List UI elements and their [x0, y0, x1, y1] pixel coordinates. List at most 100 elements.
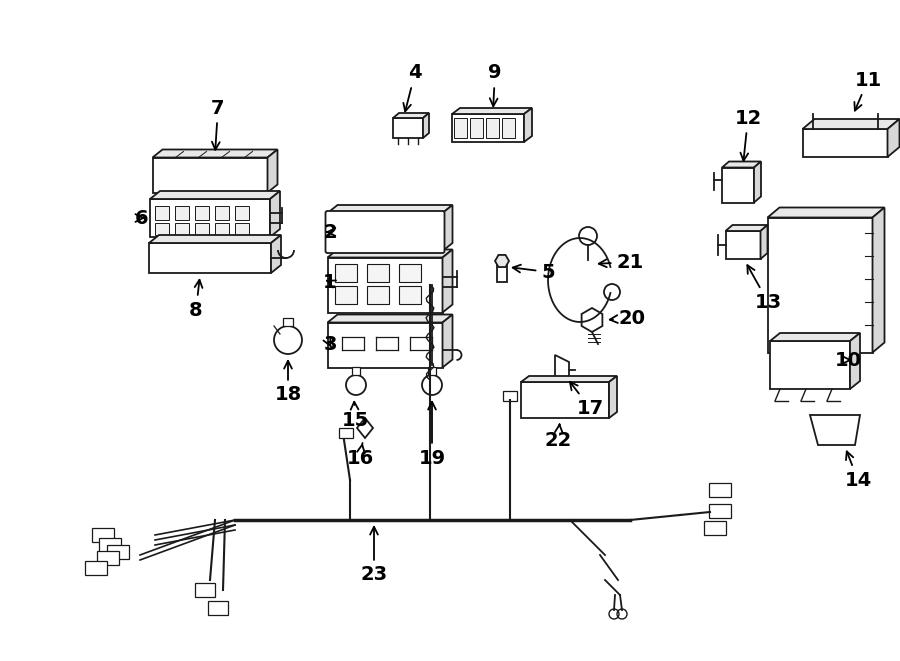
Bar	[235, 223, 249, 235]
Text: 14: 14	[844, 451, 871, 490]
Bar	[803, 129, 887, 157]
Bar	[393, 118, 423, 138]
Bar	[709, 504, 731, 518]
Bar	[768, 217, 872, 352]
Text: 1: 1	[323, 272, 337, 292]
Text: 8: 8	[189, 280, 202, 319]
Polygon shape	[152, 149, 277, 157]
Polygon shape	[328, 205, 453, 213]
Bar	[722, 167, 754, 202]
Bar	[339, 428, 353, 438]
Bar	[725, 231, 760, 259]
Polygon shape	[271, 235, 281, 273]
Bar	[335, 286, 356, 304]
Text: 10: 10	[834, 350, 861, 369]
Polygon shape	[495, 255, 509, 267]
Polygon shape	[443, 205, 453, 251]
Bar	[399, 264, 420, 282]
Polygon shape	[521, 376, 617, 382]
Bar	[150, 199, 270, 237]
Polygon shape	[887, 119, 899, 157]
Bar	[454, 118, 466, 138]
Bar	[452, 114, 524, 142]
Polygon shape	[423, 113, 429, 138]
Polygon shape	[581, 308, 602, 332]
Bar	[195, 583, 215, 597]
Bar	[328, 213, 443, 251]
Polygon shape	[768, 208, 885, 217]
Polygon shape	[149, 235, 281, 243]
FancyBboxPatch shape	[326, 211, 445, 253]
Bar	[149, 243, 271, 273]
Text: 17: 17	[570, 382, 604, 418]
Text: 18: 18	[274, 361, 302, 405]
Polygon shape	[872, 208, 885, 352]
Bar	[155, 223, 169, 235]
Polygon shape	[270, 191, 280, 237]
Polygon shape	[754, 161, 761, 202]
Bar	[208, 601, 228, 615]
Polygon shape	[725, 225, 768, 231]
Text: 20: 20	[610, 309, 645, 327]
Text: 16: 16	[346, 443, 374, 467]
Bar	[99, 538, 121, 552]
Bar	[521, 382, 609, 418]
Bar	[366, 286, 389, 304]
Polygon shape	[524, 108, 532, 142]
Text: 22: 22	[544, 424, 572, 449]
Polygon shape	[555, 355, 569, 380]
Text: 9: 9	[488, 63, 502, 106]
Polygon shape	[443, 249, 453, 313]
Polygon shape	[760, 225, 768, 259]
Bar	[215, 223, 229, 235]
Bar	[470, 118, 482, 138]
Bar	[328, 323, 443, 368]
Bar	[235, 206, 249, 220]
Bar	[283, 318, 293, 326]
Bar	[195, 206, 209, 220]
Text: 5: 5	[513, 262, 554, 282]
Polygon shape	[803, 119, 899, 129]
Polygon shape	[267, 149, 277, 192]
Bar	[428, 367, 436, 375]
Bar	[352, 367, 360, 375]
Bar	[399, 286, 420, 304]
Bar	[107, 545, 129, 559]
Text: 13: 13	[747, 265, 781, 311]
Bar	[195, 223, 209, 235]
Polygon shape	[609, 376, 617, 418]
Text: 3: 3	[323, 336, 337, 354]
Bar	[497, 264, 507, 282]
Polygon shape	[850, 333, 860, 389]
Text: 19: 19	[418, 402, 446, 467]
Text: 4: 4	[403, 63, 422, 111]
Bar	[97, 551, 119, 565]
Bar	[704, 521, 726, 535]
Text: 15: 15	[341, 402, 369, 430]
Bar	[175, 223, 189, 235]
Polygon shape	[393, 113, 429, 118]
Bar	[485, 118, 499, 138]
Bar	[92, 528, 114, 542]
Text: 2: 2	[323, 223, 337, 241]
Bar	[366, 264, 389, 282]
Bar	[501, 118, 515, 138]
Polygon shape	[357, 418, 373, 438]
Polygon shape	[452, 108, 532, 114]
Polygon shape	[150, 191, 280, 199]
Text: 23: 23	[360, 527, 388, 584]
Bar	[215, 206, 229, 220]
Bar	[503, 391, 517, 401]
Bar	[155, 206, 169, 220]
Polygon shape	[810, 415, 860, 445]
Text: 21: 21	[598, 253, 644, 272]
Bar	[328, 258, 443, 313]
Bar	[335, 264, 356, 282]
Polygon shape	[770, 333, 860, 341]
Text: 11: 11	[854, 71, 882, 110]
Polygon shape	[328, 315, 453, 323]
Text: 6: 6	[135, 208, 148, 227]
Bar	[152, 157, 267, 192]
Text: 12: 12	[734, 108, 761, 161]
Bar	[175, 206, 189, 220]
